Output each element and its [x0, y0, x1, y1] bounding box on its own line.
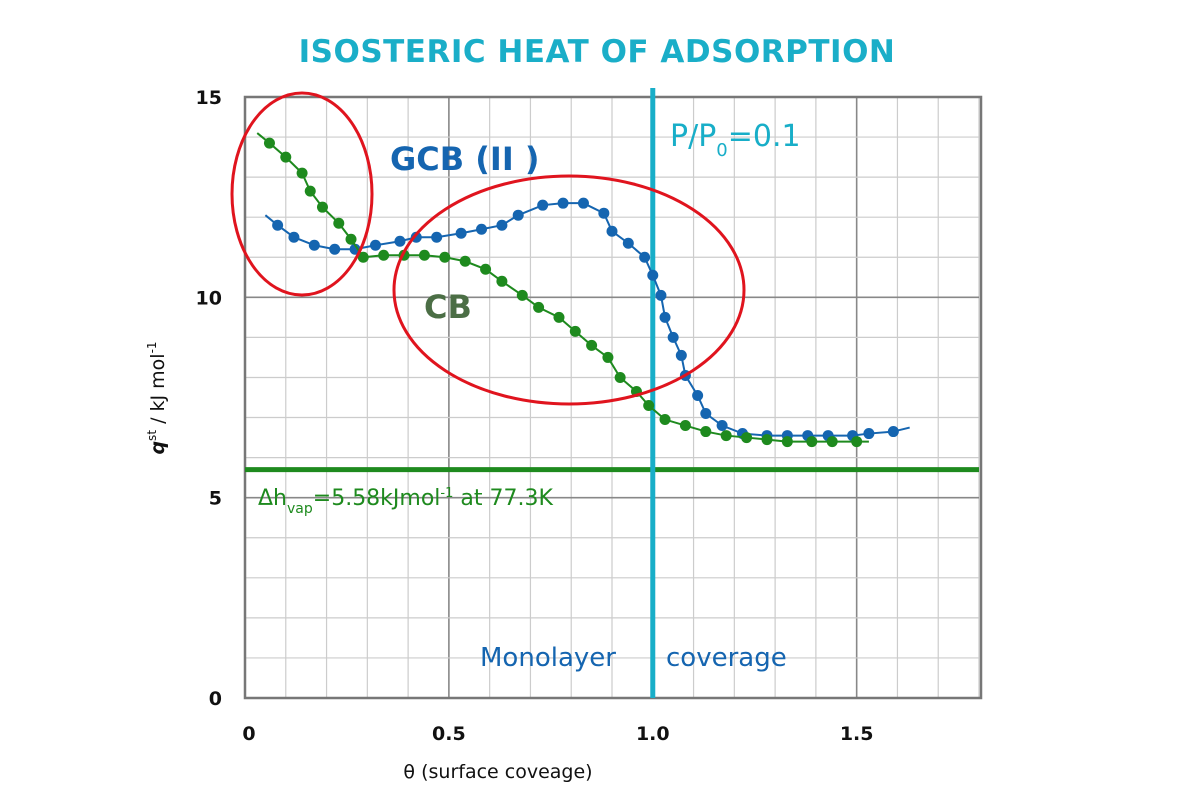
data-point-cb: [280, 151, 292, 163]
data-point-gcb: [272, 219, 284, 231]
highlight-ellipse-low-coverage: [230, 91, 374, 297]
data-point-gcb: [667, 331, 679, 343]
data-point-cb: [459, 255, 471, 267]
data-point-cb: [516, 289, 528, 301]
coverage-label: coverage: [666, 643, 787, 673]
data-point-gcb: [557, 197, 569, 209]
data-point-cb: [851, 436, 863, 448]
y-tick-label: 5: [209, 488, 222, 510]
plot-frame: [243, 95, 983, 700]
data-point-cb: [553, 311, 565, 323]
series-line-gcb: [264, 202, 910, 437]
data-point-cb: [480, 263, 492, 275]
data-point-gcb: [455, 227, 467, 239]
data-point-gcb: [431, 231, 443, 243]
ticks: 0 0.5 1.0 1.5 0 5 10 15: [196, 87, 874, 745]
data-point-cb: [496, 275, 508, 287]
data-point-gcb: [537, 199, 549, 211]
chart-title: ISOSTERIC HEAT OF ADSORPTION: [299, 34, 896, 70]
data-point-gcb: [659, 311, 671, 323]
data-point-cb: [439, 251, 451, 263]
data-point-gcb: [369, 239, 381, 251]
data-point-gcb: [655, 289, 667, 301]
data-point-cb: [345, 233, 357, 245]
data-point-gcb: [606, 225, 618, 237]
x-tick-label: 0: [242, 723, 255, 745]
series-group: [256, 132, 910, 448]
data-point-cb: [781, 436, 793, 448]
data-point-gcb: [394, 235, 406, 247]
highlight-ellipse-monolayer: [392, 174, 746, 406]
data-point-cb: [304, 185, 316, 197]
data-point-cb: [263, 137, 275, 149]
pp0-label: P/P0=0.1: [670, 119, 801, 161]
series-line-cb: [256, 132, 869, 443]
data-point-cb: [333, 217, 345, 229]
data-point-gcb: [639, 251, 651, 263]
y-tick-label: 0: [209, 688, 222, 710]
data-point-cb: [700, 426, 712, 438]
data-point-gcb: [716, 420, 728, 432]
data-point-cb: [357, 251, 369, 263]
data-point-cb: [569, 325, 581, 337]
gcb-label: GCB (II ): [390, 140, 539, 178]
data-point-gcb: [476, 223, 488, 235]
data-point-gcb: [288, 231, 300, 243]
x-tick-label: 1.5: [840, 723, 874, 745]
data-point-cb: [418, 249, 430, 261]
data-point-cb: [720, 430, 732, 442]
y-axis-label: qst / kJ mol-1: [145, 341, 169, 454]
data-point-gcb: [647, 269, 659, 281]
data-point-gcb: [512, 209, 524, 221]
data-point-cb: [679, 420, 691, 432]
data-point-cb: [614, 371, 626, 383]
data-point-gcb: [863, 428, 875, 440]
data-point-cb: [659, 414, 671, 426]
data-point-cb: [602, 351, 614, 363]
data-point-cb: [533, 301, 545, 313]
data-point-gcb: [887, 426, 899, 438]
data-point-cb: [316, 201, 328, 213]
x-tick-label: 1.0: [636, 723, 670, 745]
monolayer-label: Monolayer: [480, 643, 616, 673]
data-point-gcb: [675, 349, 687, 361]
data-point-cb: [826, 436, 838, 448]
data-point-gcb: [598, 207, 610, 219]
cb-label: CB: [424, 288, 472, 326]
y-tick-label: 10: [196, 287, 222, 309]
data-point-cb: [643, 400, 655, 412]
dh-vap-label: Δhvap=5.58kJmol-1 at 77.3K: [258, 486, 553, 517]
data-point-gcb: [577, 197, 589, 209]
data-point-gcb: [496, 219, 508, 231]
grid: [245, 97, 980, 698]
data-point-cb: [296, 167, 308, 179]
data-point-cb: [761, 434, 773, 446]
data-point-cb: [378, 249, 390, 261]
data-point-gcb: [622, 237, 634, 249]
data-point-cb: [586, 339, 598, 351]
x-axis-label: θ (surface coveage): [403, 761, 592, 783]
data-point-gcb: [692, 389, 704, 401]
data-point-gcb: [329, 243, 341, 255]
data-point-gcb: [308, 239, 320, 251]
data-point-gcb: [700, 408, 712, 420]
data-point-cb: [741, 432, 753, 444]
x-tick-label: 0.5: [432, 723, 466, 745]
y-tick-label: 15: [196, 87, 222, 109]
data-point-cb: [806, 436, 818, 448]
